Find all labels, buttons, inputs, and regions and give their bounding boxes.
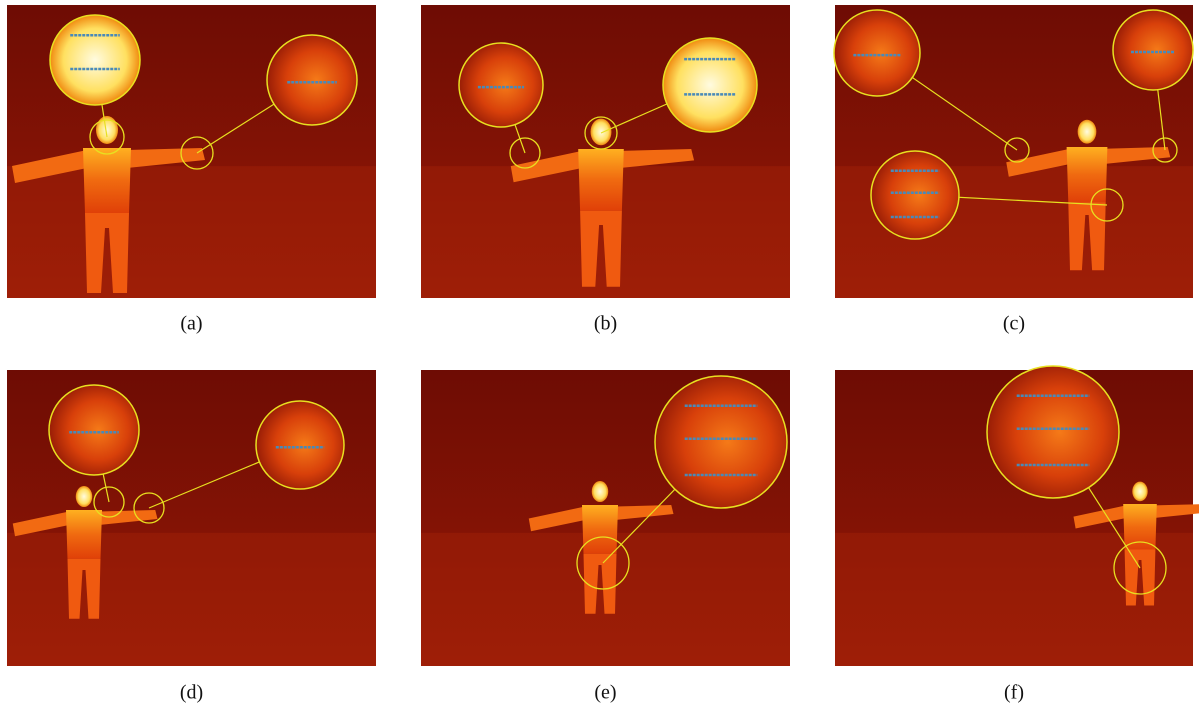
caption: (d)	[180, 682, 203, 704]
caption: (b)	[594, 313, 617, 335]
thermal-image	[834, 5, 1193, 298]
head	[592, 481, 609, 502]
zoom-view	[256, 401, 344, 489]
torso	[578, 149, 624, 211]
torso	[1123, 504, 1157, 550]
head	[76, 486, 93, 507]
thermal-image	[7, 370, 376, 666]
zoom-view	[834, 10, 920, 96]
thermal-image	[421, 370, 790, 666]
caption: (a)	[180, 313, 202, 335]
figure: (a) (b) (c) (d) (e) (f)	[0, 0, 1199, 708]
caption: (c)	[1003, 313, 1025, 335]
head	[1132, 482, 1147, 502]
thermal-image	[835, 366, 1199, 666]
zoom-view	[655, 376, 787, 508]
torso	[66, 510, 102, 559]
zoom-view	[987, 366, 1119, 498]
floor	[7, 166, 376, 298]
head	[591, 119, 612, 146]
zoom-view	[459, 43, 543, 127]
torso	[582, 505, 618, 554]
zoom-view	[49, 385, 139, 475]
thermal-image	[421, 5, 790, 298]
caption: (e)	[594, 682, 616, 704]
torso	[1067, 147, 1108, 202]
thermal-image	[7, 5, 376, 298]
zoom-view	[1113, 10, 1193, 90]
zoom-view	[871, 151, 959, 239]
zoom-view	[663, 38, 757, 132]
zoom-view	[50, 15, 140, 105]
floor	[7, 533, 376, 666]
caption: (f)	[1004, 682, 1024, 704]
head	[1078, 120, 1097, 144]
torso	[83, 148, 131, 213]
zoom-view	[267, 35, 357, 125]
